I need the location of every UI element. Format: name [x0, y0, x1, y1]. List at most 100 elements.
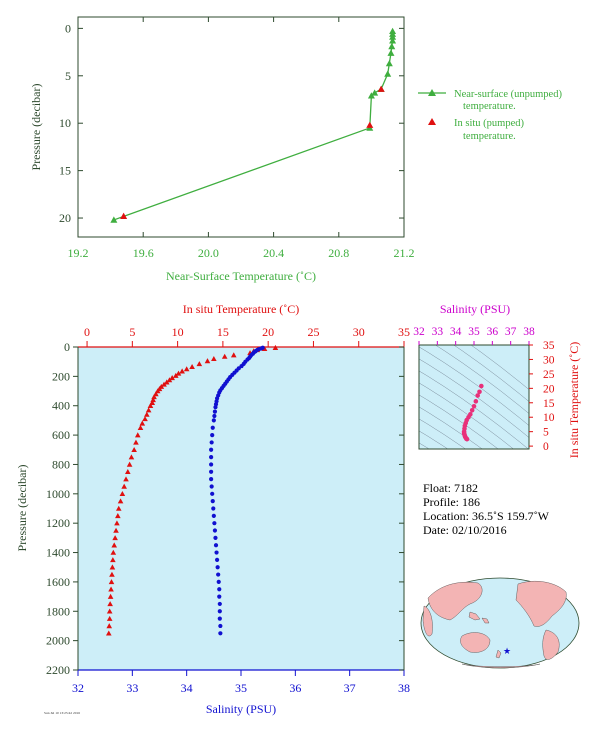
isopycnal-curve [453, 345, 529, 402]
temperature-point [107, 593, 114, 599]
near-surface-xlabel: Near-Surface Temperature (˚C) [166, 269, 316, 283]
temperature-point [211, 355, 217, 361]
temperature-point [114, 520, 120, 526]
temperature-point [221, 353, 228, 359]
temperature-point [137, 424, 144, 430]
x-tick-label: 20.4 [263, 246, 284, 260]
y-tick-label: 1600 [46, 575, 70, 589]
temperature-point [150, 397, 156, 403]
salinity-point [211, 513, 216, 518]
temperature-point [179, 368, 185, 374]
y-tick-label: 1800 [46, 604, 70, 618]
temperature-point [115, 505, 122, 511]
point-unpumped [384, 70, 392, 77]
isopycnal-curve [470, 345, 529, 390]
temperature-point [196, 361, 203, 367]
y-tick-label: 400 [52, 399, 70, 413]
top-tick-label: 25 [307, 325, 319, 339]
point-unpumped [385, 59, 393, 67]
y-tick-label: 600 [52, 428, 70, 442]
footnote: Sun Jul 10 13:25:42 2016 [44, 711, 80, 715]
y-tick-label: 15 [59, 164, 71, 178]
temperature-point [119, 491, 126, 497]
temperature-point [110, 557, 116, 563]
land-south-america [542, 629, 560, 660]
land-asia [427, 582, 483, 621]
temperature-point [175, 370, 182, 376]
temperature-point [183, 366, 190, 372]
temperature-point [126, 461, 133, 467]
salinity-point [218, 623, 223, 629]
salinity-point [211, 418, 216, 423]
ts-top-tick-label: 38 [523, 326, 535, 338]
x-tick-label: 19.6 [133, 246, 154, 260]
temperature-point [106, 608, 113, 614]
point-unpumped [388, 42, 396, 50]
legend-marker-pumped [428, 118, 436, 125]
temperature-point [123, 476, 129, 482]
y-tick-label: 5 [65, 69, 71, 83]
point-unpumped [389, 27, 397, 35]
ts-point [477, 389, 482, 395]
temperature-point [151, 394, 157, 400]
isopycnal-curve [419, 418, 466, 449]
temperature-point [110, 549, 117, 555]
y-tick-label: 800 [52, 457, 70, 471]
temperature-point [106, 623, 113, 629]
ts-right-ylabel: In situ Temperature (˚C) [567, 342, 581, 459]
ts-right-tick-label: 30 [543, 354, 555, 366]
temperature-point [272, 344, 279, 350]
temperature-point [163, 379, 170, 385]
y-tick-label: 1000 [46, 487, 70, 501]
salinity-point [209, 462, 214, 467]
salinity-point [213, 535, 218, 540]
temperature-point [173, 372, 179, 378]
temperature-point [134, 432, 141, 438]
salinity-point [212, 521, 217, 526]
salinity-point [214, 557, 220, 562]
y-tick-label: 1200 [46, 516, 70, 530]
isopycnal-curve [419, 430, 449, 449]
profile-ylabel: Pressure (decibar) [15, 465, 29, 552]
temperature-point [145, 407, 152, 413]
ts-right-tick-label: 0 [543, 441, 549, 453]
ts-top-tick-label: 36 [487, 326, 499, 338]
temperature-point [111, 542, 118, 548]
profile-data [105, 344, 279, 636]
info-date: Date: 02/10/2016 [423, 523, 507, 537]
ts-point [479, 383, 484, 389]
ts-top-tick-label: 32 [413, 326, 425, 338]
isopycnal-curve [419, 442, 430, 449]
top-tick-label: 35 [398, 325, 410, 339]
bottom-tick-label: 38 [398, 681, 410, 695]
salinity-point [215, 565, 220, 570]
salinity-point [209, 477, 214, 482]
bottom-tick-label: 34 [181, 681, 193, 695]
y-tick-label: 2200 [46, 663, 70, 677]
salinity-point [213, 543, 219, 548]
isopycnal-curve [419, 382, 514, 449]
top-tick-label: 5 [129, 325, 135, 339]
top-tick-label: 10 [172, 325, 184, 339]
profile-bottom-xlabel: Salinity (PSU) [206, 702, 276, 716]
salinity-point [212, 528, 218, 533]
location-map: ★ [420, 577, 580, 669]
near-surface-ylabel: Pressure (decibar) [29, 84, 43, 171]
salinity-point [214, 550, 219, 555]
salinity-point [217, 601, 222, 607]
near-surface-plot-frame [77, 16, 405, 238]
series-line-unpumped [113, 31, 394, 221]
temperature-point [121, 483, 127, 489]
salinity-point [211, 506, 216, 511]
point-unpumped [371, 89, 379, 96]
ts-right-tick-label: 35 [543, 340, 555, 352]
x-tick-label: 19.2 [68, 246, 89, 260]
salinity-point [209, 447, 214, 452]
info-profile: Profile: 186 [423, 495, 480, 509]
salinity-point [217, 594, 222, 599]
y-tick-label: 0 [64, 340, 70, 354]
temperature-point [189, 364, 195, 370]
temperature-point [115, 513, 121, 519]
point-unpumped [389, 37, 397, 44]
